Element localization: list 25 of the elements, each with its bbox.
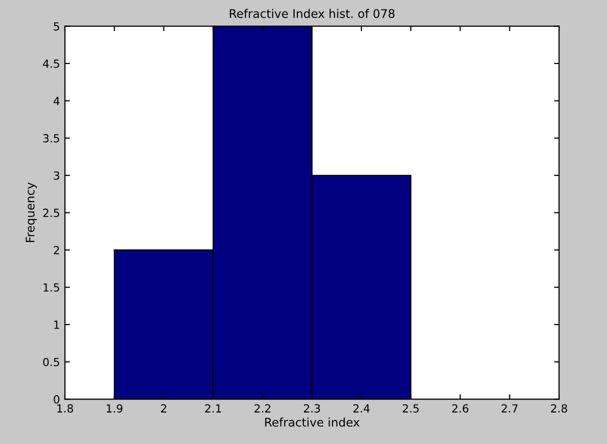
x-tick-label: 1.8 xyxy=(57,404,74,413)
x-tick-label: 2.1 xyxy=(205,404,221,412)
y-tick-label: 5 xyxy=(54,22,60,31)
x-axis-title: Refractive index xyxy=(265,418,360,427)
y-tick-label: 2.5 xyxy=(43,208,60,218)
y-tick-label: 4 xyxy=(54,96,60,106)
x-tick-label: 1.9 xyxy=(106,404,122,413)
y-tick-label: 3 xyxy=(54,171,60,180)
y-tick-label: 1 xyxy=(54,320,60,329)
y-tick-label: 2 xyxy=(54,246,59,254)
y-tick-label: 0.5 xyxy=(43,358,60,366)
x-tick-label: 2.5 xyxy=(402,404,419,413)
x-tick-label: 2 xyxy=(161,404,166,412)
x-tick-label: 2.2 xyxy=(254,404,270,412)
y-axis-title: Frequency xyxy=(26,182,37,242)
y-tick-label: 1.5 xyxy=(44,283,60,292)
x-tick-label: 2.3 xyxy=(304,404,320,413)
y-tick-label: 0 xyxy=(54,395,60,404)
x-tick-label: 2.8 xyxy=(551,404,568,413)
x-tick-label: 2.7 xyxy=(502,404,518,412)
x-tick-label: 2.4 xyxy=(353,404,370,412)
chart-title: Refractive Index hist. of 078 xyxy=(230,8,394,18)
x-tick-label: 2.6 xyxy=(452,404,468,413)
y-tick-label: 3.5 xyxy=(43,134,60,142)
y-tick-label: 4.5 xyxy=(42,60,60,68)
